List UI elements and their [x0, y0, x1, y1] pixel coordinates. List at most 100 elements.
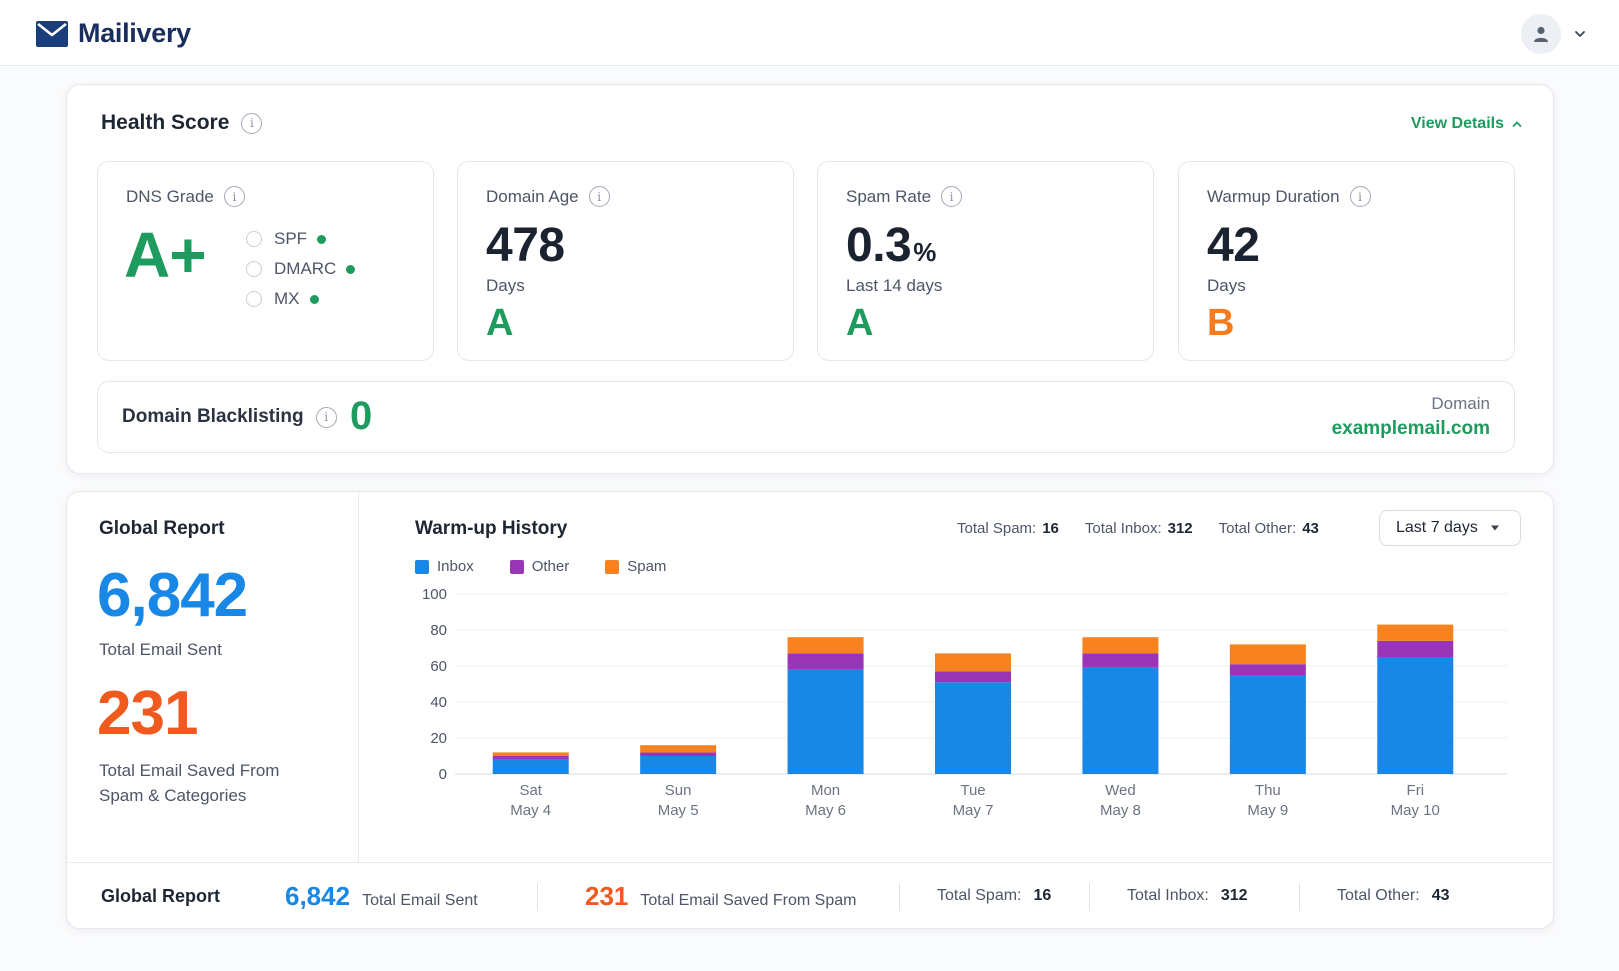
bar-inbox: [787, 669, 864, 774]
spam-rate-title: Spam Rate i: [846, 186, 963, 207]
bar-other: [492, 756, 569, 760]
summary-spam: Total Spam: 16: [937, 887, 1051, 905]
x-tick-label: Fri: [1407, 782, 1425, 799]
bar-spam: [492, 752, 569, 756]
dns-grade-value: A+: [124, 219, 207, 291]
date-range-select[interactable]: Last 7 days: [1379, 510, 1521, 546]
info-icon[interactable]: i: [588, 186, 610, 207]
info-icon[interactable]: i: [941, 186, 963, 207]
total-spam-label: Total Spam:: [957, 520, 1037, 537]
warmup-duration-value: 42: [1207, 219, 1260, 272]
legend-swatch: [415, 559, 429, 574]
health-score-card: Health Score i View Details DNS Grade i …: [66, 84, 1554, 474]
user-icon: [1534, 26, 1548, 42]
domain-age-card: Domain Age i 478 Days A: [457, 161, 794, 361]
chevron-up-icon: [1512, 121, 1522, 127]
dns-record-name: DMARC: [274, 259, 337, 278]
health-score-title: Health Score i: [101, 111, 263, 135]
top-bar: Mailivery: [0, 0, 1619, 66]
saved-value: 231: [97, 679, 198, 748]
chevron-down-icon[interactable]: [1573, 27, 1587, 41]
domain-age-label: Domain Age: [486, 186, 579, 206]
domain-age-title: Domain Age i: [486, 186, 610, 207]
summary-saved: 231 Total Email Saved From Spam: [585, 881, 856, 912]
y-tick-label: 40: [430, 694, 447, 711]
view-details-link[interactable]: View Details: [1411, 115, 1523, 133]
dns-record-name: MX: [274, 289, 300, 308]
bar-spam: [640, 745, 717, 753]
y-tick-label: 0: [439, 766, 447, 783]
legend-spam[interactable]: Spam: [605, 558, 666, 575]
spam-rate-card: Spam Rate i 0.3% Last 14 days A: [817, 161, 1154, 361]
bar-other: [787, 653, 864, 670]
view-details-label: View Details: [1410, 115, 1504, 132]
x-tick-label: May 4: [510, 802, 551, 819]
dns-grade-title: DNS Grade i: [126, 186, 245, 207]
total-spam: Total Spam: 16: [957, 520, 1059, 537]
bar-spam: [1377, 624, 1454, 641]
summary-other-label: Total Other:: [1337, 887, 1420, 904]
spam-rate-value-wrap: 0.3%: [846, 218, 936, 273]
total-spam-value: 16: [1042, 520, 1059, 537]
summary-saved-label: Total Email Saved From Spam: [640, 892, 857, 909]
summary-inbox-label: Total Inbox:: [1127, 887, 1209, 904]
domain-age-grade: A: [486, 302, 514, 344]
total-inbox-label: Total Inbox:: [1084, 520, 1162, 537]
info-icon[interactable]: i: [223, 186, 245, 207]
bar-inbox: [935, 682, 1011, 774]
bar-spam: [935, 653, 1011, 672]
caret-down-icon: [1490, 525, 1499, 531]
total-sent-value: 6,842: [97, 561, 248, 630]
x-tick-label: May 8: [1100, 802, 1141, 819]
dns-record-mx: MX: [246, 284, 355, 314]
legend-swatch: [605, 559, 620, 574]
chart-title: Warm-up History: [415, 518, 568, 539]
x-tick-label: Thu: [1255, 782, 1281, 799]
legend-label: Spam: [627, 558, 667, 575]
brand[interactable]: Mailivery: [36, 18, 191, 49]
dns-grade-card: DNS Grade i A+ SPF DMARC MX: [97, 161, 434, 361]
warmup-duration-label: Warmup Duration: [1207, 186, 1340, 206]
info-icon[interactable]: i: [315, 406, 337, 428]
mail-logo-icon: [36, 20, 68, 47]
summary-spam-value: 16: [1033, 887, 1052, 904]
dns-record-spf: SPF: [246, 224, 355, 254]
total-sent-label: Total Email Sent: [99, 640, 222, 659]
legend-inbox[interactable]: Inbox: [415, 558, 474, 575]
info-icon[interactable]: i: [241, 112, 263, 134]
legend-other[interactable]: Other: [509, 558, 569, 575]
x-tick-label: May 6: [805, 802, 846, 819]
bar-inbox: [1082, 667, 1159, 774]
x-tick-label: May 7: [953, 802, 994, 819]
total-other-label: Total Other:: [1218, 520, 1297, 537]
summary-other: Total Other: 43: [1337, 887, 1450, 905]
user-avatar[interactable]: [1521, 14, 1561, 54]
info-icon[interactable]: i: [1349, 186, 1371, 207]
summary-saved-value: 231: [585, 881, 629, 911]
domain-blacklisting-title: Domain Blacklisting i: [122, 406, 337, 428]
y-tick-label: 80: [430, 622, 447, 639]
dns-record-dmarc: DMARC: [246, 254, 356, 284]
warmup-duration-title: Warmup Duration i: [1207, 186, 1371, 207]
status-ok-dot: [346, 264, 356, 274]
summary-title: Global Report: [101, 886, 221, 906]
domain-blacklisting-row: Domain Blacklisting i 0 Domain examplema…: [97, 381, 1515, 453]
saved-label: Total Email Saved From Spam & Categories: [99, 761, 280, 805]
summary-sent: 6,842 Total Email Sent: [285, 881, 478, 912]
spam-rate-unit: %: [913, 237, 936, 267]
global-report-card: Global Report 6,842 Total Email Sent 231…: [66, 491, 1554, 929]
total-inbox: Total Inbox: 312: [1085, 520, 1193, 537]
health-score-label: Health Score: [101, 111, 230, 134]
bar-spam: [1082, 637, 1159, 654]
total-other: Total Other: 43: [1219, 520, 1319, 537]
warmup-duration-unit: Days: [1207, 276, 1246, 295]
summary-inbox-value: 312: [1220, 887, 1248, 904]
domain-name[interactable]: examplemail.com: [1331, 418, 1490, 439]
bar-other: [1377, 640, 1454, 657]
domain-age-value: 478: [486, 219, 565, 272]
summary-bar: Global Report 6,842 Total Email Sent 231…: [67, 862, 1553, 928]
domain-blacklisting-label: Domain Blacklisting: [122, 406, 304, 427]
dns-record-name: SPF: [274, 229, 308, 248]
user-menu[interactable]: [1521, 14, 1587, 54]
divider: [537, 883, 538, 911]
